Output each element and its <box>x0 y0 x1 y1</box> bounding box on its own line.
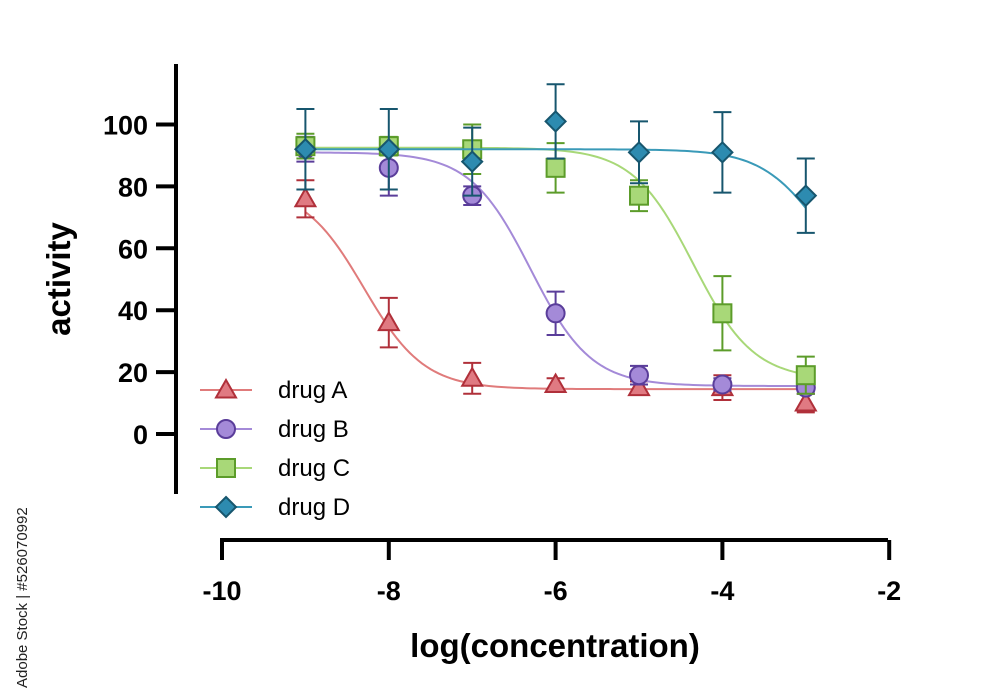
data-point <box>627 375 651 397</box>
data-point <box>795 365 816 386</box>
data-point <box>377 137 401 161</box>
data-point <box>545 303 566 324</box>
data-point <box>629 185 649 206</box>
legend: drug A drug B drug C drug D <box>200 377 350 521</box>
legend-label: drug A <box>278 377 347 404</box>
y-ticks: 0 20 40 60 80 100 <box>103 111 176 450</box>
stock-credit-text: Adobe Stock | #526070992 <box>14 507 31 688</box>
x-tick-label: -4 <box>710 576 734 606</box>
legend-label: drug C <box>278 455 350 482</box>
legend-item: drug D <box>200 494 350 521</box>
x-tick-label: -6 <box>544 576 568 606</box>
data-point <box>544 109 568 133</box>
data-point <box>629 365 649 386</box>
data-point <box>712 374 733 395</box>
legend-marker <box>214 377 238 399</box>
legend-label: drug B <box>278 416 349 443</box>
legend-marker <box>214 495 238 519</box>
series-diamond <box>293 83 818 234</box>
data-point <box>543 372 568 393</box>
legend-item: drug C <box>200 455 350 482</box>
y-tick-label: 80 <box>118 172 148 202</box>
data-point <box>794 184 818 208</box>
x-tick-label: -10 <box>202 576 241 606</box>
x-tick-label: -8 <box>377 576 401 606</box>
y-axis-title: activity <box>40 221 77 335</box>
legend-item: drug B <box>200 416 349 443</box>
series-square <box>295 123 816 395</box>
data-point <box>460 366 484 387</box>
x-tick-label: -2 <box>877 576 901 606</box>
data-point <box>627 140 651 164</box>
data-point <box>710 140 734 164</box>
data-point <box>712 303 733 324</box>
legend-label: drug D <box>278 494 350 521</box>
data-point <box>545 157 566 178</box>
y-tick-label: 20 <box>118 358 148 388</box>
legend-marker <box>216 419 236 439</box>
legend-item: drug A <box>200 377 347 404</box>
series-layer <box>293 83 818 414</box>
data-point <box>377 310 401 332</box>
y-tick-label: 60 <box>118 234 148 264</box>
data-point <box>460 150 484 174</box>
data-point <box>293 186 318 208</box>
data-point <box>293 137 317 161</box>
legend-marker <box>216 458 236 478</box>
x-ticks: -10 -8 -6 -4 -2 <box>202 540 901 606</box>
y-tick-label: 100 <box>103 111 148 141</box>
y-tick-label: 0 <box>133 420 148 450</box>
x-axis-title: log(concentration) <box>410 627 700 664</box>
data-point <box>794 391 818 412</box>
y-tick-label: 40 <box>118 296 148 326</box>
stock-credit: Adobe Stock | #526070992 <box>12 458 36 688</box>
